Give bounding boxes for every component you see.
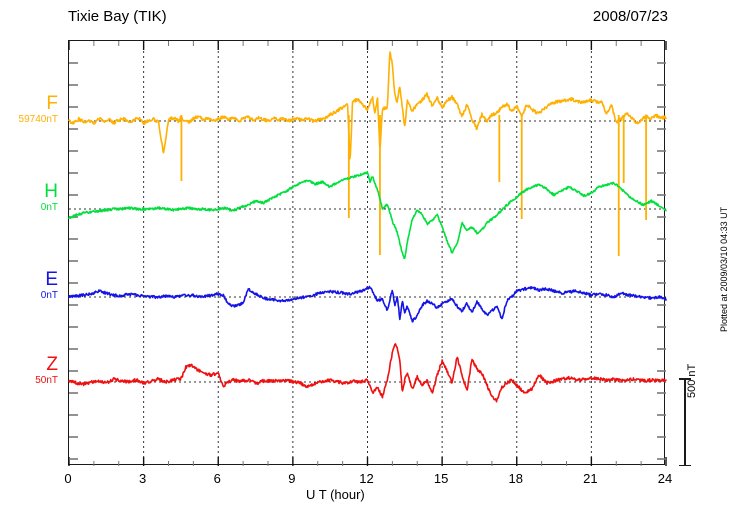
x-tick-label-3: 3: [139, 471, 147, 486]
component-letter-f: F: [46, 93, 58, 114]
trace-h: [68, 171, 667, 260]
trace-e: [68, 285, 667, 323]
component-label-f: F 59740nT: [2, 94, 58, 125]
x-tick-label-0: 0: [64, 471, 72, 486]
component-baseline-h: 0nT: [40, 202, 58, 213]
component-label-z: Z 50nT: [2, 355, 58, 386]
component-baseline-e: 0nT: [40, 290, 58, 301]
component-baseline-z: 50nT: [35, 375, 58, 386]
x-tick-label-9: 9: [288, 471, 296, 486]
scale-bar-cap-bottom: [679, 464, 691, 466]
component-label-e: E 0nT: [2, 270, 58, 301]
x-tick-label-6: 6: [213, 471, 221, 486]
scale-bar-cap-top: [679, 378, 691, 380]
scale-bar-line: [684, 378, 686, 466]
grid-layer: [68, 41, 667, 466]
x-tick-label-24: 24: [657, 471, 673, 486]
trace-f: [68, 51, 667, 160]
x-tick-label-21: 21: [583, 471, 598, 486]
component-label-h: H 0nT: [2, 182, 58, 213]
x-tick-label-18: 18: [508, 471, 523, 486]
plotted-timestamp: Plotted at 2009/03/10 04:33 UT: [719, 206, 729, 332]
plot-area: [68, 40, 667, 466]
observation-date: 2008/07/23: [592, 8, 668, 25]
x-tick-label-15: 15: [433, 471, 449, 486]
x-tick-label-12: 12: [359, 471, 374, 486]
scale-bar-label: 500 nT: [686, 363, 698, 398]
x-axis-title: U T (hour): [306, 487, 365, 502]
component-letter-h: H: [44, 181, 58, 202]
component-letter-z: Z: [46, 354, 58, 375]
trace-z: [68, 343, 667, 403]
component-letter-e: E: [45, 269, 58, 290]
trace-layer: [68, 51, 667, 403]
component-baseline-f: 59740nT: [18, 114, 58, 125]
scale-bar: [679, 378, 691, 466]
page-title: Tixie Bay (TIK): [68, 8, 167, 25]
